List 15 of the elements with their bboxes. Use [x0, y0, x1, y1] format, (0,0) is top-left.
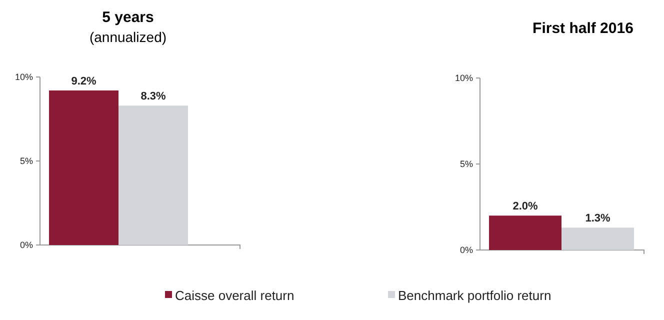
- legend-label: Benchmark portfolio return: [398, 288, 552, 303]
- data-label: 8.3%: [140, 90, 166, 103]
- data-label: 9.2%: [71, 75, 96, 88]
- chart-title: First half 2016: [532, 20, 634, 37]
- y-tick-label: 0%: [460, 244, 473, 255]
- y-tick-label: 0%: [20, 240, 33, 250]
- y-tick-label: 10%: [14, 72, 33, 82]
- legend-label: Caisse overall return: [175, 288, 294, 303]
- y-tick-label: 5%: [460, 158, 473, 169]
- data-label: 1.3%: [585, 212, 610, 225]
- data-label: 2.0%: [512, 200, 538, 213]
- chart-subtitle: (annualized): [89, 29, 167, 45]
- y-tick-label: 5%: [20, 156, 33, 166]
- chart-title: 5 years: [102, 9, 154, 26]
- y-tick-label: 10%: [454, 72, 473, 83]
